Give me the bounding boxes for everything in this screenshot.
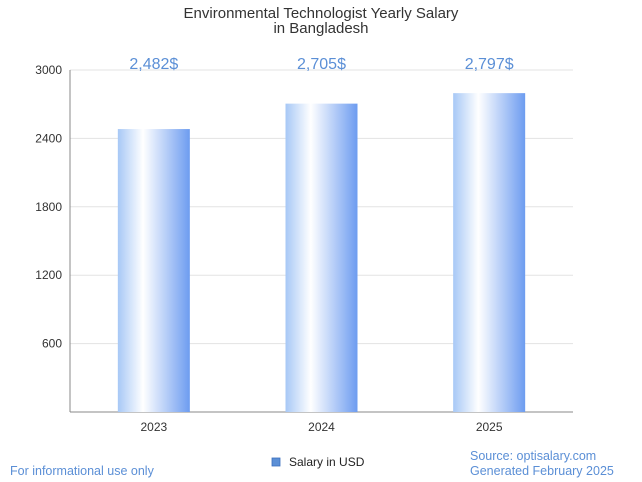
source-text: Source: optisalary.com	[470, 449, 596, 463]
x-tick-label-2024: 2024	[308, 420, 335, 434]
x-axis-tick-labels: 2023 2024 2025	[140, 420, 502, 434]
data-label-2024: 2,705$	[297, 56, 346, 73]
bar-2024	[285, 103, 358, 412]
disclaimer-text: For informational use only	[10, 464, 155, 478]
data-label-2025: 2,797$	[465, 56, 514, 73]
x-tick-label-2023: 2023	[140, 420, 167, 434]
y-tick-label-600: 600	[42, 337, 62, 351]
y-axis-tick-labels: 600 1200 1800 2400 3000	[35, 63, 62, 351]
y-tick-label-1800: 1800	[35, 200, 62, 214]
bar-2023	[117, 129, 190, 412]
generated-text: Generated February 2025	[470, 464, 614, 478]
data-labels: 2,482$ 2,705$ 2,797$	[129, 56, 513, 73]
legend[interactable]: Salary in USD	[271, 455, 365, 469]
x-tick-label-2025: 2025	[476, 420, 503, 434]
chart-title-line-1: Environmental Technologist Yearly Salary	[184, 5, 459, 22]
chart-title-line-2: in Bangladesh	[273, 20, 368, 37]
bar-2025	[453, 93, 526, 412]
y-tick-label-2400: 2400	[35, 131, 62, 145]
y-tick-label-3000: 3000	[35, 63, 62, 77]
legend-swatch	[271, 457, 281, 467]
legend-label: Salary in USD	[289, 455, 365, 469]
chart-title: Environmental Technologist Yearly Salary…	[184, 5, 459, 37]
y-tick-label-1200: 1200	[35, 268, 62, 282]
data-label-2023: 2,482$	[129, 56, 178, 73]
bars	[117, 93, 526, 412]
